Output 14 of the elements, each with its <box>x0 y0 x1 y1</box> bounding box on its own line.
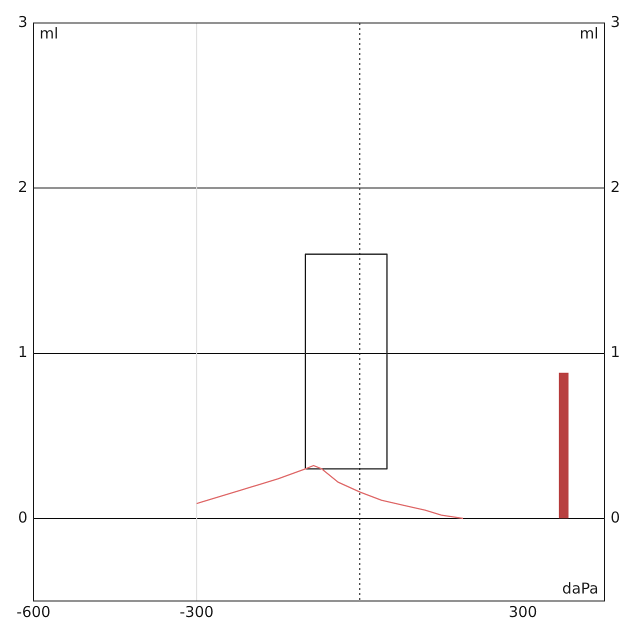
x-tick-label: -600 <box>16 602 51 621</box>
x-axis-title: daPa <box>562 579 598 598</box>
y-tick-label: 2 <box>18 178 28 196</box>
y-tick-label: 0 <box>18 508 28 526</box>
y-tick-label: 1 <box>18 343 28 362</box>
y-tick-label: 3 <box>18 12 28 31</box>
y-axis-title: ml <box>40 24 58 42</box>
y2-tick-label: 2 <box>610 178 620 196</box>
y2-tick-label: 1 <box>610 343 620 362</box>
y2-tick-label: 0 <box>610 508 620 526</box>
x-tick-label: -300 <box>180 602 214 621</box>
x-tick-label: 300 <box>508 602 538 621</box>
y2-tick-label: 3 <box>610 12 620 31</box>
y2-axis-title: ml <box>580 24 598 42</box>
